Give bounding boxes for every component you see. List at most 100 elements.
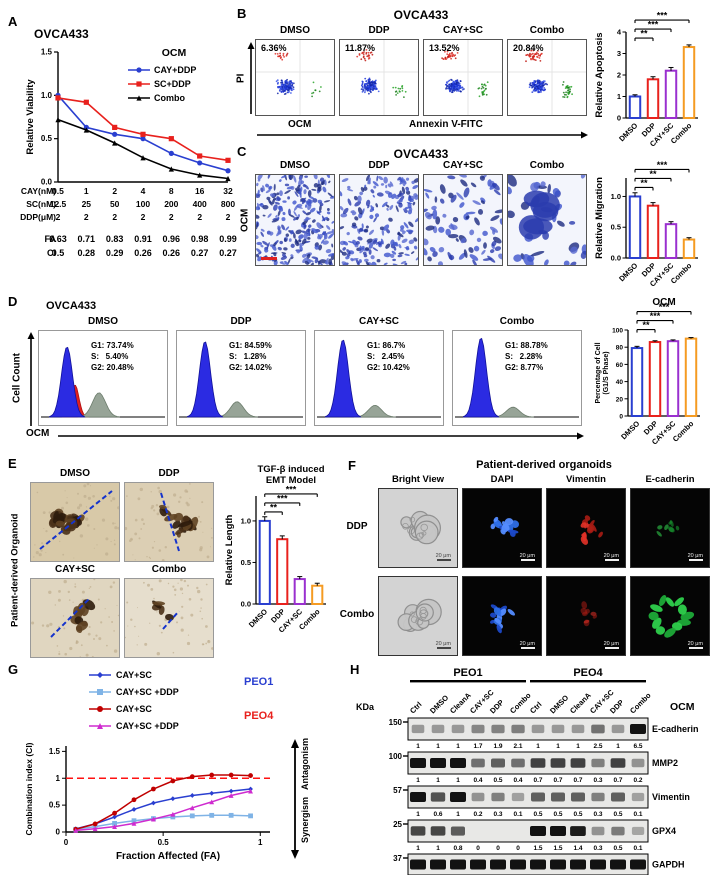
cycle-condition-label: Combo <box>499 316 535 327</box>
histogram-peak <box>324 339 362 418</box>
blot-band <box>591 792 605 802</box>
fluorescence-image: 20 μm <box>462 488 542 568</box>
marker-square <box>131 818 137 824</box>
significance-label: ** <box>270 502 278 512</box>
blot-band <box>550 758 566 768</box>
blot-band <box>431 724 445 734</box>
faci-value: 0.29 <box>105 248 124 258</box>
blot-band <box>410 826 426 836</box>
blot-band <box>450 792 466 802</box>
lane-label: Combo <box>628 690 653 715</box>
protein-label: GPX4 <box>652 826 676 836</box>
bar-ytick: 40 <box>616 379 624 386</box>
flow-scatter-plot: 20.84% <box>507 39 587 116</box>
marker-square <box>83 99 89 105</box>
blot-band <box>450 758 466 768</box>
marker-circle <box>168 150 174 156</box>
blot-band <box>631 826 645 835</box>
a-ytick: 0.5 <box>41 134 53 143</box>
marker-circle <box>170 778 176 784</box>
bar-category-label: Combo <box>669 261 694 286</box>
significance-label: ** <box>640 29 648 39</box>
dose-value: 25 <box>81 199 92 209</box>
panel-d-label: D <box>8 294 18 309</box>
lane-label: Ctrl <box>408 700 424 716</box>
viability-line-chart: 0.0 0.5 1.0 1.5 Relative Viability OCM CAY+DDP… <box>25 47 231 187</box>
faci-value: 0.83 <box>105 234 124 244</box>
marker-square <box>248 813 253 819</box>
quant-value: 0.5 <box>573 811 582 818</box>
organoid-condition-label: DDP <box>158 468 180 479</box>
faci-value: 0.26 <box>134 248 152 258</box>
quant-value: 0.1 <box>513 811 522 818</box>
bar-title: EMT Model <box>266 475 316 486</box>
quant-value: 0.3 <box>493 811 502 818</box>
quant-value: 1.5 <box>533 845 542 852</box>
bar-CAY+SC <box>293 578 306 605</box>
g-group-label-peo4: PEO4 <box>244 710 274 722</box>
organoid-condition-label: DMSO <box>60 468 90 479</box>
flow-scatter-plot: 11.87% <box>339 39 419 116</box>
significance-label: ** <box>640 178 648 188</box>
quant-value: 0.1 <box>633 845 642 852</box>
faci-value: 0.96 <box>162 234 181 244</box>
faci-value: 0.28 <box>77 248 96 258</box>
panel-e-label: E <box>8 456 17 471</box>
f-column-header: Vimentin <box>566 474 606 485</box>
marker-triangle <box>209 799 215 805</box>
bar-ytick: 60 <box>616 362 624 369</box>
significance-label: ** <box>649 169 657 179</box>
significance-label: *** <box>277 493 288 503</box>
lane-label: DDP <box>488 698 506 716</box>
panel-d-x-arrow <box>58 432 584 440</box>
panel-h-label: H <box>350 662 360 677</box>
bar-ylabel: Relative Migration <box>594 177 605 259</box>
f-column-header: DAPI <box>490 474 514 485</box>
marker-circle <box>112 131 118 137</box>
annexin-axis-arrow <box>257 131 588 139</box>
histogram-peak <box>215 401 258 418</box>
migration-condition-label: DDP <box>368 160 390 171</box>
blot-band <box>570 826 586 836</box>
quant-value: 1 <box>436 777 440 784</box>
dose-value: 100 <box>135 199 151 209</box>
scale-bar-label: 20 μm <box>436 641 452 647</box>
kda-label: KDa <box>356 702 375 712</box>
fluorescence-image: 20 μm <box>546 576 626 656</box>
quant-value: 0 <box>516 845 520 852</box>
f-column-header: Bright View <box>391 474 445 485</box>
blot-band <box>491 792 505 802</box>
cell-count-axis-arrow <box>27 332 35 426</box>
g-ylabel: Combination index (CI) <box>24 742 34 835</box>
marker-circle <box>248 773 253 778</box>
organoid-condition-label: CAY+SC <box>55 564 95 575</box>
marker-diamond <box>189 793 195 798</box>
blot-band <box>550 826 566 836</box>
blot-band <box>591 724 605 734</box>
bar-CAY+SC <box>664 223 678 259</box>
quant-value: 0.5 <box>613 811 622 818</box>
bar-ytick: 0.5 <box>241 558 251 567</box>
scale-bar-label: 20 μm <box>436 553 452 559</box>
g-ytick: 1.5 <box>49 747 61 756</box>
bar-DMSO <box>258 519 271 605</box>
flow-condition-label: DMSO <box>280 25 310 36</box>
measure-dashed-line <box>160 492 180 552</box>
group-underline <box>530 680 646 683</box>
quant-value: 0.7 <box>573 777 582 784</box>
dose-row-label: SC(nM) <box>26 199 56 209</box>
blot-band <box>491 724 505 734</box>
pi-axis-arrow <box>247 42 255 114</box>
histogram-peak <box>462 337 500 418</box>
scale-bar <box>689 559 703 561</box>
bar-ytick: 1 <box>617 92 621 101</box>
faci-value: 0.63 <box>49 234 67 244</box>
marker-circle <box>92 821 98 827</box>
quant-value: 6.5 <box>633 743 642 750</box>
cycle-stats: G1: 73.74% S: 5.40% G2: 20.48% <box>91 341 134 372</box>
faci-value: 0.5 <box>51 248 65 258</box>
cycle-stats: G1: 84.59% S: 1.28% G2: 14.02% <box>229 341 272 372</box>
quant-value: 0.2 <box>473 811 482 818</box>
